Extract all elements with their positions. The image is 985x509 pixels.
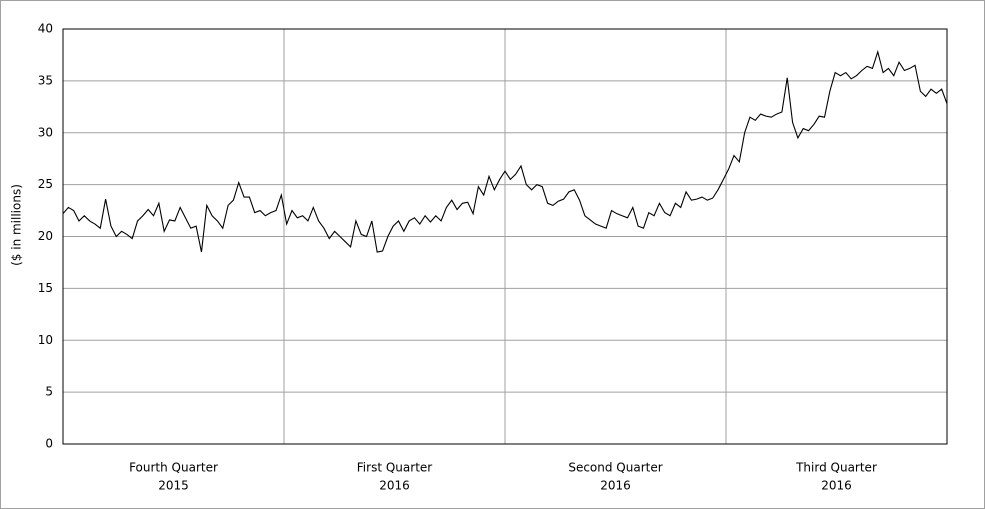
y-tick-label: 30 <box>38 125 53 139</box>
x-tick-label: Third Quarter <box>795 461 877 475</box>
y-axis-label: ($ in millions) <box>10 184 24 266</box>
plot-border <box>62 28 948 445</box>
x-tick-label: First Quarter <box>357 461 432 475</box>
y-tick-label: 10 <box>38 333 53 347</box>
y-tick-label: 35 <box>38 73 53 87</box>
y-tick-label: 25 <box>38 177 53 191</box>
y-tick-label: 0 <box>45 437 53 451</box>
y-tick-label: 40 <box>38 22 53 36</box>
x-tick-label: 2015 <box>158 479 189 493</box>
x-tick-label: 2016 <box>600 479 631 493</box>
x-tick-label: Second Quarter <box>568 461 662 475</box>
x-tick-label: 2016 <box>821 479 852 493</box>
x-tick-label: 2016 <box>379 479 410 493</box>
series-line <box>62 49 948 253</box>
y-tick-label: 15 <box>38 281 53 295</box>
x-tick-label: Fourth Quarter <box>129 461 218 475</box>
y-tick-label: 5 <box>45 385 53 399</box>
y-tick-label: 20 <box>38 229 53 243</box>
